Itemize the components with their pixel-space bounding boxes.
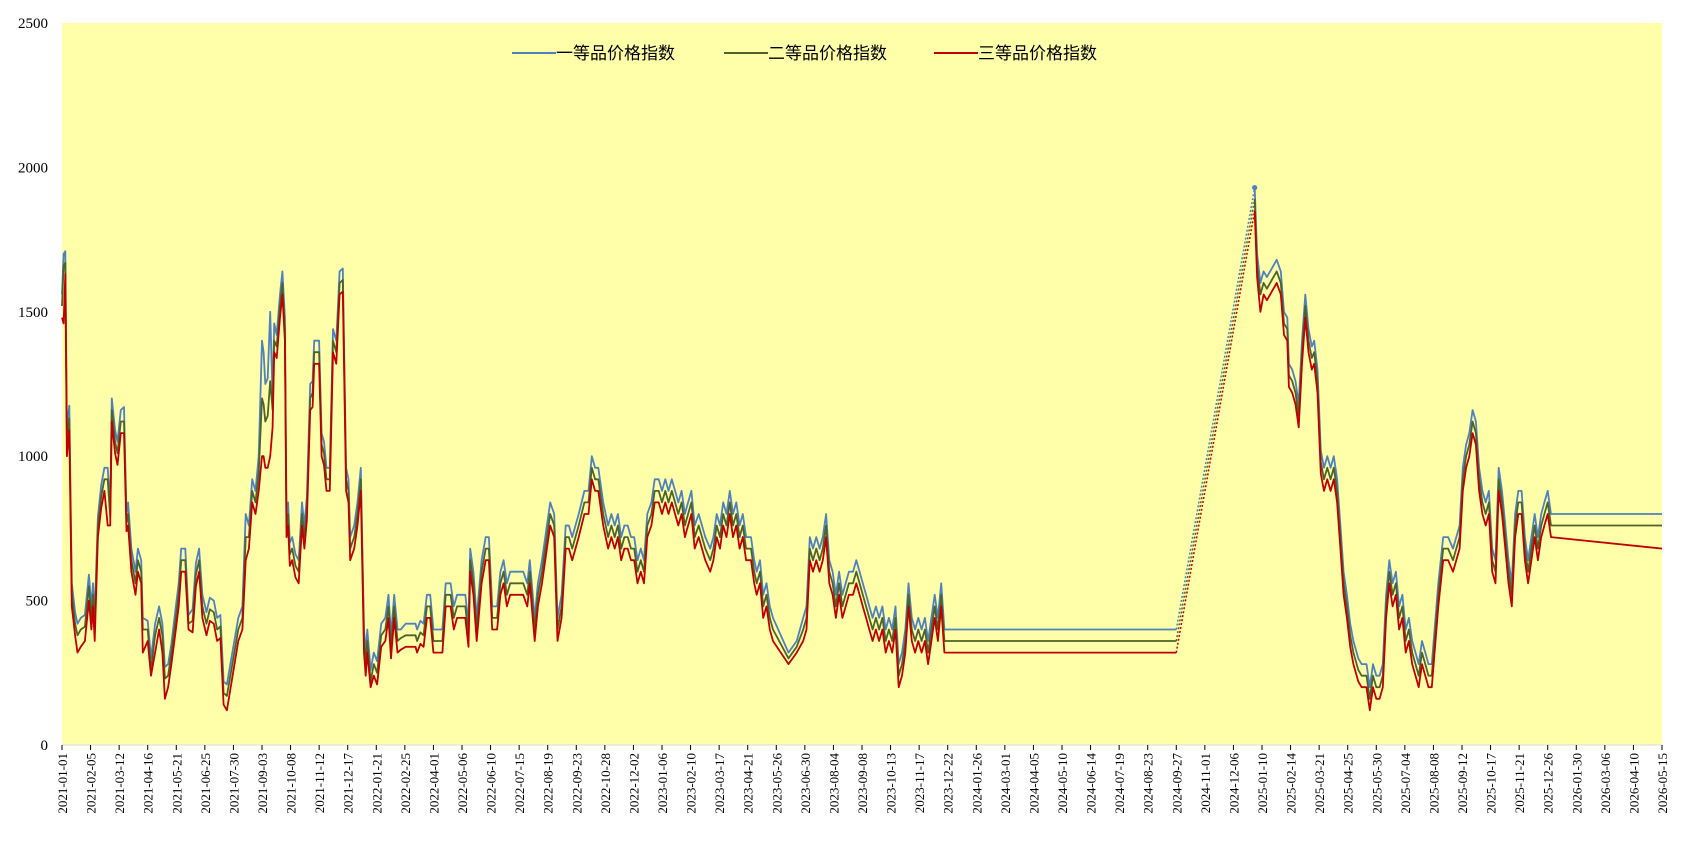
x-tick-label: 2023-02-10 — [684, 753, 699, 814]
legend-label: 一等品价格指数 — [556, 44, 675, 63]
x-tick-label: 2022-01-21 — [369, 753, 384, 814]
x-tick-label: 2025-02-14 — [1284, 753, 1299, 814]
x-tick-label: 2021-04-16 — [141, 753, 156, 814]
x-tick-label: 2025-11-21 — [1512, 753, 1527, 813]
series-gap-connector — [1175, 187, 1256, 630]
x-tick-label: 2025-12-26 — [1541, 753, 1556, 814]
x-tick-label: 2022-07-15 — [512, 753, 527, 814]
x-tick-label: 2023-03-17 — [712, 753, 727, 814]
x-axis-ticks: 2021-01-01 2021-02-05 2021-03-12 2021-04-16… — [55, 745, 1670, 814]
x-tick-label: 2025-08-08 — [1426, 753, 1441, 814]
x-tick-label: 2024-03-01 — [998, 753, 1013, 814]
x-tick-label: 2021-10-08 — [284, 753, 299, 814]
x-tick-label: 2021-03-12 — [112, 753, 127, 814]
x-tick-label: 2021-01-01 — [55, 753, 70, 814]
x-tick-label: 2024-09-27 — [1169, 753, 1184, 814]
x-tick-label: 2025-10-17 — [1484, 753, 1499, 814]
legend-label: 三等品价格指数 — [978, 44, 1097, 63]
x-tick-label: 2022-06-10 — [484, 753, 499, 814]
x-tick-label: 2024-11-01 — [1198, 753, 1213, 813]
y-tick-label: 1000 — [18, 449, 48, 465]
series-line-early — [61, 273, 1177, 712]
y-tick-label: 500 — [26, 594, 49, 610]
x-tick-label: 2025-07-04 — [1398, 753, 1413, 814]
y-tick-label: 2000 — [18, 160, 48, 176]
y-tick-label: 0 — [41, 738, 49, 754]
x-tick-label: 2025-04-25 — [1341, 753, 1356, 814]
gap-layer — [1175, 185, 1258, 653]
x-tick-label: 2026-03-06 — [1598, 753, 1613, 814]
x-tick-label: 2021-02-05 — [84, 753, 99, 814]
x-tick-label: 2023-06-30 — [798, 753, 813, 814]
x-tick-label: 2025-01-10 — [1255, 753, 1270, 814]
x-tick-label: 2023-04-21 — [741, 753, 756, 814]
series-gap-connector — [1175, 199, 1256, 642]
x-tick-label: 2022-05-06 — [455, 753, 470, 814]
x-tick-label: 2022-08-19 — [541, 753, 556, 814]
x-tick-label: 2023-12-22 — [941, 753, 956, 814]
x-tick-label: 2024-05-10 — [1055, 753, 1070, 814]
x-tick-label: 2022-09-23 — [569, 753, 584, 814]
x-tick-label: 2022-04-01 — [426, 753, 441, 814]
legend: 一等品价格指数 二等品价格指数 三等品价格指数 — [512, 44, 1097, 63]
x-tick-label: 2023-01-06 — [655, 753, 670, 814]
x-tick-label: 2025-05-30 — [1369, 753, 1384, 814]
x-tick-label: 2021-06-25 — [198, 753, 213, 814]
x-tick-label: 2021-12-17 — [341, 753, 356, 814]
series-gap-connector — [1175, 210, 1256, 653]
x-tick-label: 2024-01-26 — [969, 753, 984, 814]
plot-background — [62, 23, 1662, 745]
y-tick-label: 2500 — [18, 16, 48, 32]
x-tick-label: 2022-10-28 — [598, 753, 613, 814]
x-tick-label: 2025-09-12 — [1455, 753, 1470, 814]
x-tick-label: 2023-05-26 — [769, 753, 784, 814]
x-tick-label: 2021-07-30 — [226, 753, 241, 814]
x-tick-label: 2023-09-08 — [855, 753, 870, 814]
x-tick-label: 2025-03-21 — [1312, 753, 1327, 814]
x-tick-label: 2021-09-03 — [255, 753, 270, 814]
legend-label: 二等品价格指数 — [768, 44, 887, 63]
x-tick-label: 2024-08-23 — [1141, 753, 1156, 814]
x-tick-label: 2022-12-02 — [626, 753, 641, 814]
x-tick-label: 2024-04-05 — [1026, 753, 1041, 814]
series-layer — [61, 187, 1663, 712]
x-tick-label: 2023-11-17 — [912, 753, 927, 814]
y-tick-label: 1500 — [18, 305, 48, 321]
peak-marker — [1252, 185, 1258, 191]
x-tick-label: 2024-07-19 — [1112, 753, 1127, 814]
y-axis-ticks: 0 500 1000 1500 2000 2500 — [18, 16, 48, 754]
x-tick-label: 2021-05-21 — [169, 753, 184, 814]
x-tick-label: 2026-04-10 — [1626, 753, 1641, 814]
x-tick-label: 2024-12-06 — [1226, 753, 1241, 814]
x-tick-label: 2022-02-25 — [398, 753, 413, 814]
x-tick-label: 2023-10-13 — [884, 753, 899, 814]
x-tick-label: 2026-05-15 — [1655, 753, 1670, 814]
x-tick-label: 2023-08-04 — [826, 753, 841, 814]
x-tick-label: 2026-01-30 — [1569, 753, 1584, 814]
x-tick-label: 2024-06-14 — [1084, 753, 1099, 814]
series-line-late — [1253, 210, 1663, 712]
x-tick-label: 2021-11-12 — [312, 753, 327, 813]
